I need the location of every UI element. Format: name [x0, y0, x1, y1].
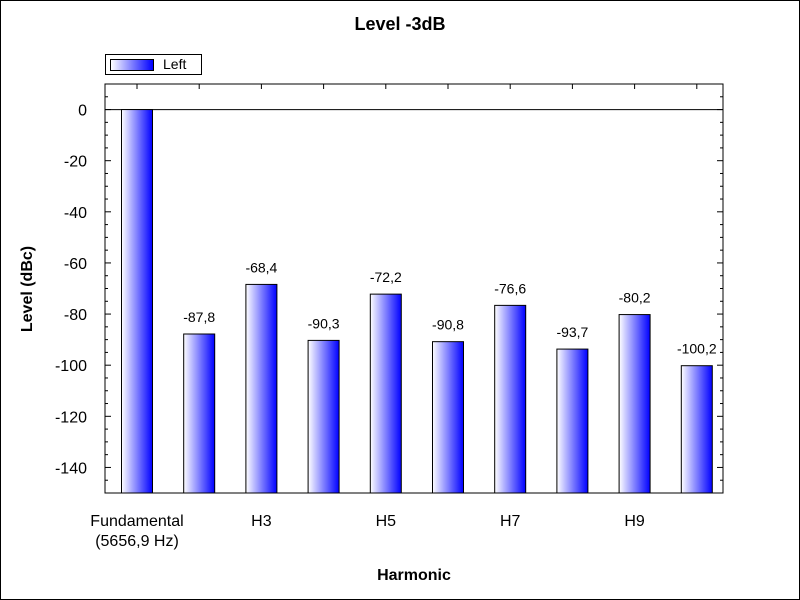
y-tick-label: -120	[55, 409, 87, 426]
bar	[432, 341, 464, 494]
x-tick-label: H3	[251, 513, 272, 530]
y-tick-label: -100	[55, 358, 87, 375]
x-tick-label: Fundamental	[90, 513, 183, 530]
bar-value-label: -68,4	[245, 259, 277, 275]
bar	[556, 348, 589, 494]
bar-value-label: -90,8	[432, 317, 464, 333]
x-axis-title: Harmonic	[377, 567, 451, 584]
x-tick-label: H7	[500, 513, 521, 530]
bar	[307, 339, 340, 494]
bar	[245, 283, 278, 494]
x-tick-label: H5	[376, 513, 397, 530]
bar	[680, 365, 713, 494]
bar-value-label: -87,8	[183, 309, 215, 325]
y-tick-label: -40	[64, 205, 87, 222]
bar	[618, 314, 651, 494]
bar-value-label: -93,7	[556, 324, 588, 340]
bar-value-label: -72,2	[370, 269, 402, 285]
bar	[121, 109, 153, 494]
bar-value-label: -76,6	[494, 280, 526, 296]
x-tick-label: H9	[624, 513, 645, 530]
bar	[494, 304, 527, 494]
y-tick-label: -20	[64, 154, 87, 171]
y-axis-title: Level (dBc)	[19, 246, 36, 332]
bar-value-label: -100,2	[677, 341, 717, 357]
y-tick-label: -80	[64, 307, 87, 324]
legend: Left	[105, 54, 202, 75]
y-tick-label: 0	[78, 103, 87, 120]
y-tick-label: -140	[55, 460, 87, 477]
bar-value-label: -90,3	[308, 315, 340, 331]
bar	[369, 293, 402, 494]
chart-title: Level -3dB	[354, 14, 446, 34]
y-tick-label: -60	[64, 256, 87, 273]
legend-swatch-left	[110, 59, 154, 71]
bar-value-label: -80,2	[619, 290, 651, 306]
legend-label-left: Left	[163, 56, 187, 72]
bar	[183, 333, 216, 494]
x-tick-label: (5656,9 Hz)	[95, 533, 179, 550]
